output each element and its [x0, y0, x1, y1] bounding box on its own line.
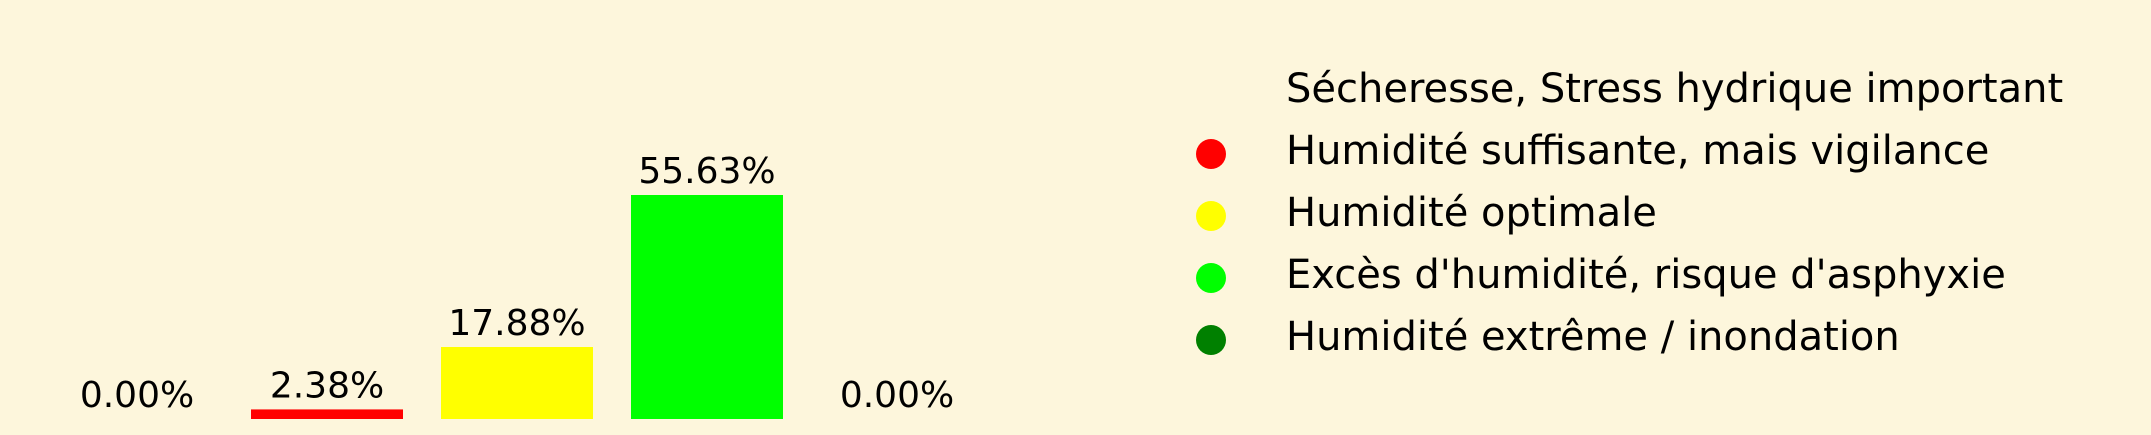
legend-marker-3 [1196, 201, 1226, 231]
bar-value-label-1: 0.00% [80, 375, 194, 416]
bar-3 [441, 347, 593, 419]
legend-label-2: Humidité suffisante, mais vigilance [1286, 128, 1989, 174]
bar-2 [251, 409, 403, 419]
legend: Sécheresse, Stress hydrique important Hum… [1196, 66, 2063, 360]
legend-marker-1 [1196, 77, 1226, 107]
legend-label-3: Humidité optimale [1286, 190, 1657, 236]
legend-label-5: Humidité extrême / inondation [1286, 314, 1900, 360]
bars [251, 195, 783, 419]
legend-label-4: Excès d'humidité, risque d'asphyxie [1286, 252, 2006, 298]
legend-marker-2 [1196, 139, 1226, 169]
legend-marker-5 [1196, 325, 1226, 355]
bar-value-label-2: 2.38% [270, 365, 384, 406]
value-labels: 0.00% 2.38% 17.88% 55.63% 0.00% [80, 151, 954, 416]
bar-4 [631, 195, 783, 419]
legend-marker-4 [1196, 263, 1226, 293]
bar-value-label-4: 55.63% [638, 151, 775, 192]
bar-value-label-5: 0.00% [840, 375, 954, 416]
bar-value-label-3: 17.88% [448, 303, 585, 344]
legend-label-1: Sécheresse, Stress hydrique important [1286, 66, 2063, 112]
